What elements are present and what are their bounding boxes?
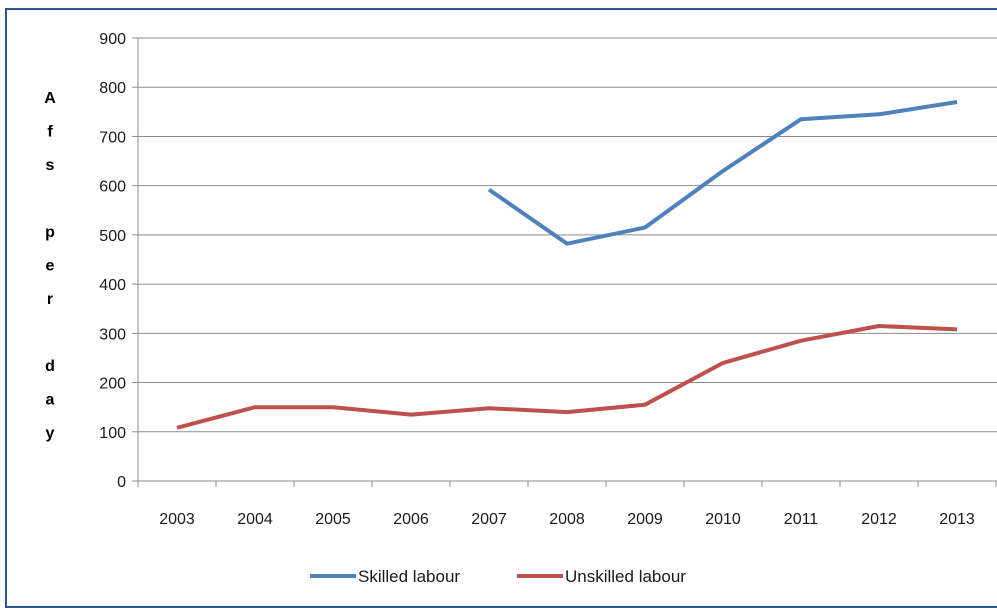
gridlines	[132, 37, 997, 487]
y-tick-label: 300	[99, 326, 126, 343]
x-tick-label: 2003	[159, 511, 195, 528]
y-axis-label-letter: p	[45, 224, 55, 241]
y-tick-label: 200	[99, 376, 126, 393]
y-axis-label-letter: r	[47, 291, 53, 308]
y-axis-label-letter: y	[46, 425, 55, 442]
x-tick-label: 2005	[315, 511, 351, 528]
x-tick-label: 2009	[627, 511, 663, 528]
y-tick-label: 0	[117, 474, 126, 491]
y-tick-label: 700	[99, 129, 126, 146]
y-axis-label-letter: A	[44, 90, 56, 107]
y-axis-label-letter: f	[47, 124, 53, 141]
y-axis-label-letter: e	[46, 258, 55, 275]
x-tick-label: 2011	[784, 511, 819, 528]
y-axis-label-letter: a	[46, 392, 55, 409]
y-tick-label: 600	[99, 179, 126, 196]
x-tick-label: 2006	[393, 511, 429, 528]
x-tick-labels: 2003 2004 2005 2006 2007 2008 2009 2010 2011 2012…	[159, 511, 975, 528]
x-tick-label: 2012	[861, 511, 897, 528]
legend-label: Unskilled labour	[565, 567, 686, 586]
x-tick-label: 2007	[471, 511, 507, 528]
legend-label: Skilled labour	[358, 567, 460, 586]
series-line-unskilled-labour	[176, 324, 958, 430]
y-tick-label: 500	[99, 228, 126, 245]
axes	[137, 38, 997, 482]
y-tick-label: 800	[99, 80, 126, 97]
x-tick-label: 2004	[237, 511, 273, 528]
x-tick-label: 2008	[549, 511, 585, 528]
y-tick-label: 100	[99, 425, 126, 442]
x-tick-label: 2010	[705, 511, 741, 528]
series-line-skilled-labour	[487, 100, 958, 246]
legend: Skilled labour Unskilled labour	[310, 567, 686, 586]
y-axis-label-letter: s	[46, 157, 55, 174]
x-tick-label: 2013	[939, 511, 975, 528]
y-tick-label: 400	[99, 277, 126, 294]
y-axis-label: Afs per day	[44, 90, 56, 442]
series-lines	[176, 100, 958, 430]
y-tick-labels: 0 100 200 300 400 500 600 700 800 900	[99, 31, 126, 491]
y-tick-label: 900	[99, 31, 126, 48]
y-axis-label-letter: d	[45, 358, 55, 375]
